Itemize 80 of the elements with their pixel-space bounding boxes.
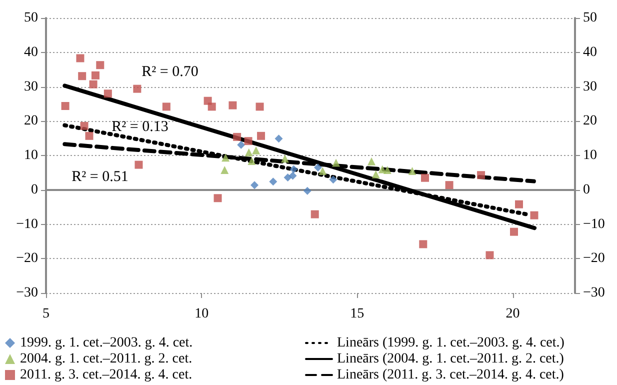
point (310, 210, 319, 218)
point (228, 101, 237, 110)
point (303, 186, 312, 195)
point (510, 228, 518, 236)
point (208, 102, 216, 111)
point (367, 157, 376, 166)
point (445, 181, 454, 190)
point (89, 80, 98, 88)
y2-tick-label: −20 (583, 251, 605, 266)
point (96, 61, 104, 70)
y-tick-label: −10 (16, 216, 38, 232)
y2-tick-label: 50 (583, 10, 597, 26)
y-tick-label: 0 (31, 182, 38, 198)
point (214, 194, 222, 202)
point (222, 154, 230, 162)
point (274, 134, 283, 143)
point (269, 178, 278, 186)
point (477, 171, 486, 180)
y-tick-label: −30 (16, 286, 38, 300)
point (252, 146, 260, 154)
y-tick-label: 40 (24, 44, 38, 60)
point (220, 166, 229, 174)
y2-tick-label: −10 (583, 216, 605, 232)
point (419, 240, 428, 248)
point (91, 71, 100, 80)
point (290, 165, 298, 174)
point (329, 176, 338, 184)
legend-label: 2011. g. 3. cet.–2014. g. 4. cet. (20, 368, 192, 382)
point (408, 166, 416, 175)
y2-tick-label: 0 (583, 182, 590, 198)
point (314, 164, 322, 172)
annotation: R² = 0.13 (112, 119, 168, 135)
x-tick-label: 10 (194, 306, 209, 322)
point (486, 251, 494, 260)
point (250, 181, 258, 190)
annotation: R² = 0.70 (142, 64, 198, 80)
y-tick-label: 30 (24, 79, 38, 94)
point (61, 102, 70, 110)
point (383, 166, 392, 174)
y-tick-label: 20 (24, 114, 38, 129)
y2-tick-label: 20 (583, 114, 597, 129)
point (237, 140, 246, 149)
point (162, 102, 170, 111)
y2-tick-label: 30 (583, 79, 597, 94)
point (85, 132, 94, 140)
point (256, 102, 264, 111)
legend-label: Lineārs (2004. g. 1. cet.–2011. g. 2. cet.) (337, 352, 564, 366)
x-tick-label: 20 (506, 306, 520, 322)
y2-tick-label: 40 (583, 44, 597, 60)
point (133, 84, 142, 93)
x-tick-label: 15 (350, 306, 364, 322)
annotation: R² = 0.51 (72, 169, 128, 185)
point (421, 174, 430, 182)
point (233, 132, 242, 141)
point (288, 172, 297, 180)
point (248, 157, 256, 165)
legend-label: 1999. g. 1. cet.–2003. g. 4. cet. (20, 336, 193, 350)
point (332, 158, 340, 167)
y-tick-label: 10 (24, 148, 38, 163)
point (244, 148, 253, 156)
point (257, 132, 266, 140)
point (80, 122, 88, 130)
point (134, 160, 143, 169)
legend-label: 2004. g. 1. cet.–2011. g. 2. cet. (20, 352, 192, 366)
point (372, 170, 380, 178)
point (530, 211, 538, 220)
point (514, 200, 523, 208)
y-tick-label: −20 (16, 251, 38, 266)
point (318, 166, 327, 175)
y2-tick-label: −30 (583, 286, 605, 300)
x-tick-label: 5 (42, 306, 50, 322)
y-tick-label: 50 (24, 10, 38, 26)
legend-label: Lineārs (2011. g. 3. cet.–2014. g. 4. cet.) (337, 368, 564, 382)
legend-label: Lineārs (1999. g. 1. cet.–2003. g. 4. cet.) (337, 336, 565, 350)
point (244, 137, 252, 146)
point (76, 54, 84, 62)
y2-tick-label: 10 (583, 148, 597, 163)
point (280, 154, 289, 163)
point (78, 72, 86, 80)
point (104, 90, 112, 98)
